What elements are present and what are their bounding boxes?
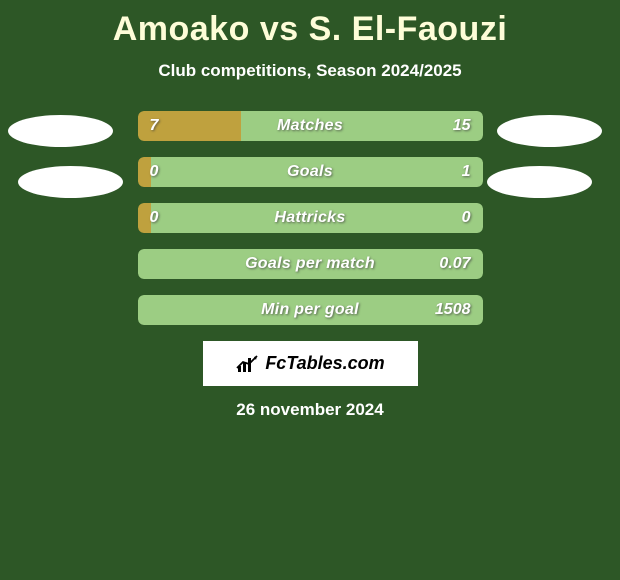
stat-label: Goals per match [138,255,483,273]
chart-area: 7Matches150Goals10Hattricks0Goals per ma… [0,111,620,325]
player1-avatar-top [8,115,113,147]
player2-avatar-bot [487,166,592,198]
player2-name: S. El-Faouzi [309,10,508,48]
player1-avatar-bot [18,166,123,198]
logo-text: FcTables.com [265,353,384,374]
stat-value-right: 1 [462,163,471,181]
logo: FcTables.com [235,353,384,374]
date: 26 november 2024 [0,400,620,420]
stat-row: 0Goals1 [138,157,483,187]
logo-box: FcTables.com [203,341,418,386]
stat-row: Min per goal1508 [138,295,483,325]
player2-avatar-top [497,115,602,147]
stat-label: Goals [138,163,483,181]
stat-bars: 7Matches150Goals10Hattricks0Goals per ma… [138,111,483,325]
player1-name: Amoako [113,10,250,48]
comparison-title: Amoako vs S. El-Faouzi [0,0,620,49]
stat-row: 7Matches15 [138,111,483,141]
stat-value-right: 0.07 [439,255,470,273]
stat-value-right: 1508 [435,301,471,319]
vs-text: vs [260,10,299,48]
stat-value-right: 0 [462,209,471,227]
stat-label: Hattricks [138,209,483,227]
stat-label: Matches [138,117,483,135]
stat-value-right: 15 [453,117,471,135]
chart-icon [235,354,261,374]
stat-row: 0Hattricks0 [138,203,483,233]
stat-row: Goals per match0.07 [138,249,483,279]
subtitle: Club competitions, Season 2024/2025 [0,61,620,81]
stat-label: Min per goal [138,301,483,319]
